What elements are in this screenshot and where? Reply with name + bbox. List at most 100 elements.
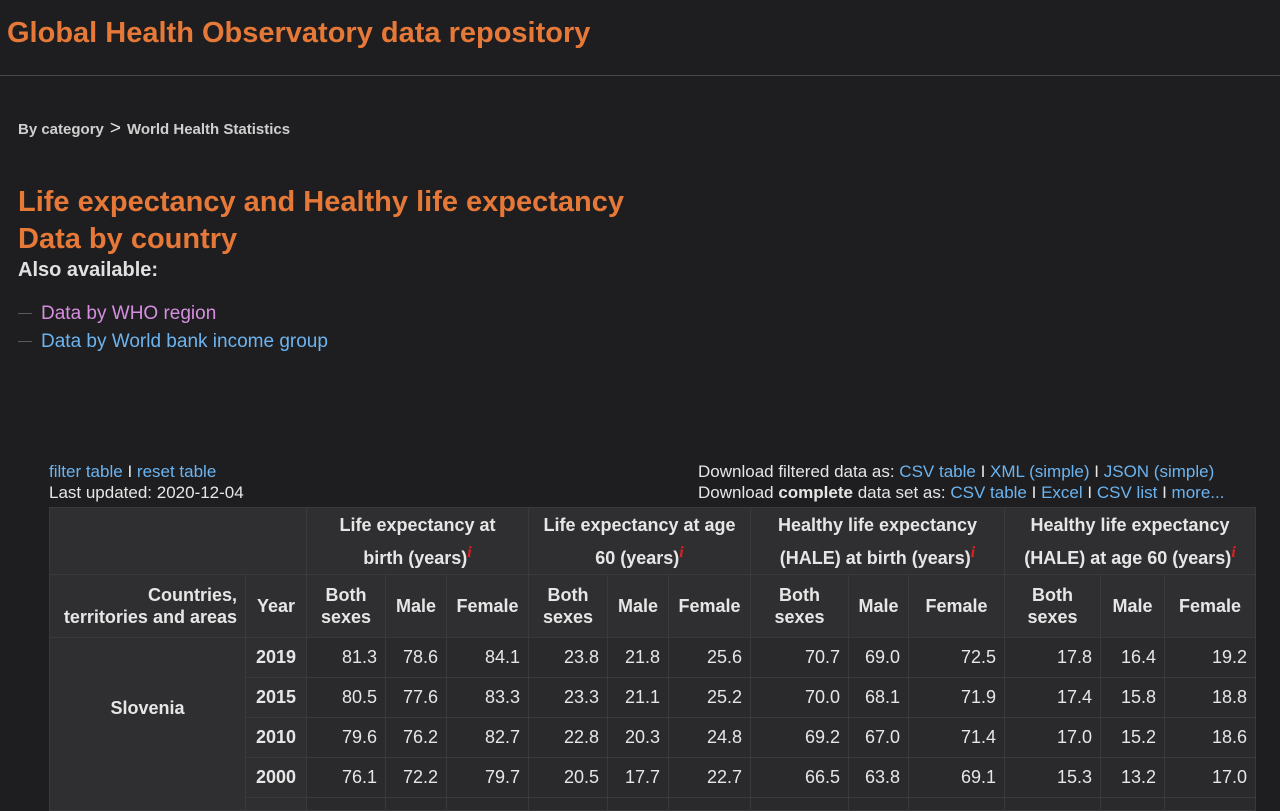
value-cell (1100, 797, 1165, 811)
download-filtered-label: Download filtered data as: (698, 462, 895, 481)
value-cell: 25.6 (668, 637, 751, 678)
download-filtered-xml-link[interactable]: XML (simple) (990, 462, 1090, 481)
separator: I (1031, 483, 1037, 502)
header-label: territories and areas (63, 607, 237, 627)
column-group-label: (HALE) at age 60 (years) (1024, 547, 1232, 568)
value-cell: 23.3 (528, 677, 608, 718)
page-title: Life expectancy and Healthy life expecta… (18, 184, 624, 258)
info-icon[interactable]: i (1231, 543, 1236, 561)
value-cell: 15.8 (1100, 677, 1165, 718)
column-group-hale-60[interactable]: Healthy life expectancy (HALE) at age 60 … (1004, 507, 1256, 575)
column-header-female[interactable]: Female (668, 574, 751, 638)
value-cell: 63.8 (848, 757, 909, 798)
column-group-life-expectancy-60[interactable]: Life expectancy at age 60 (years)i (528, 507, 751, 575)
download-complete-suffix: data set as: (857, 483, 946, 502)
value-cell: 77.6 (385, 677, 447, 718)
info-icon[interactable]: i (467, 543, 472, 561)
download-filtered-csv-link[interactable]: CSV table (899, 462, 976, 481)
value-cell: 70.7 (750, 637, 849, 678)
breadcrumb-by-category[interactable]: By category (18, 121, 104, 138)
info-icon[interactable]: i (970, 543, 976, 561)
site-title[interactable]: Global Health Observatory data repositor… (7, 17, 591, 49)
table-row: Slovenia 2019 81.3 78.6 84.1 23.8 21.8 25.6 70.7… (49, 637, 1256, 811)
column-header-both-sexes[interactable]: Both sexes (528, 574, 608, 638)
value-cell: 82.7 (446, 717, 529, 758)
column-group-label: birth (years) (363, 547, 468, 568)
column-header-female[interactable]: Female (446, 574, 529, 638)
value-cell: 84.1 (446, 637, 529, 678)
column-header-male[interactable]: Male (607, 574, 669, 638)
column-group-label: Life expectancy at (339, 514, 496, 535)
column-group-life-expectancy-birth[interactable]: Life expectancy at birth (years)i (306, 507, 529, 575)
year-cell: 2015 (245, 677, 307, 718)
column-group-label: (HALE) at birth (years) (779, 547, 971, 568)
list-dash-icon (18, 313, 32, 315)
reset-table-link[interactable]: reset table (136, 462, 217, 481)
value-cell: 16.4 (1100, 637, 1165, 678)
value-cell (385, 797, 447, 811)
download-more-link[interactable]: more... (1171, 483, 1225, 502)
header-label: sexes (1027, 607, 1078, 627)
value-cell: 81.3 (306, 637, 386, 678)
value-cell (848, 797, 909, 811)
download-filtered-json-link[interactable]: JSON (simple) (1103, 462, 1215, 481)
column-group-label: Healthy life expectancy (777, 514, 978, 535)
header-label: Both (325, 585, 367, 605)
value-cell: 79.6 (306, 717, 386, 758)
value-cell: 66.5 (750, 757, 849, 798)
column-header-both-sexes[interactable]: Both sexes (1004, 574, 1101, 638)
separator: I (1162, 483, 1167, 502)
column-header-female[interactable]: Female (1164, 574, 1256, 638)
list-dash-icon (18, 341, 32, 343)
value-cell: 24.8 (668, 717, 751, 758)
download-complete-csv-list-link[interactable]: CSV list (1096, 483, 1158, 502)
download-complete-excel-link[interactable]: Excel (1041, 483, 1083, 502)
header-label: sexes (320, 607, 372, 627)
header-label: sexes (774, 607, 825, 627)
column-header-male[interactable]: Male (1100, 574, 1165, 638)
value-cell: 17.7 (607, 757, 669, 798)
header-label: Countries, (147, 585, 237, 605)
column-group-label: Healthy life expectancy (1030, 514, 1230, 535)
value-cell: 21.8 (607, 637, 669, 678)
info-icon[interactable]: i (679, 543, 684, 561)
filter-table-link[interactable]: filter table (49, 462, 123, 481)
column-header-both-sexes[interactable]: Both sexes (306, 574, 386, 638)
column-header-countries[interactable]: Countries, territories and areas (49, 574, 246, 638)
link-data-by-income-group[interactable]: Data by World bank income group (41, 331, 328, 352)
header-label: Both (779, 585, 820, 605)
column-header-male[interactable]: Male (848, 574, 909, 638)
value-cell (1164, 797, 1256, 811)
column-header-year[interactable]: Year (245, 574, 307, 638)
value-cell: 23.8 (528, 637, 608, 678)
value-cell (245, 797, 307, 811)
value-cell: 21.1 (607, 677, 669, 718)
value-cell (446, 797, 529, 811)
value-cell: 83.3 (446, 677, 529, 718)
value-cell: 20.3 (607, 717, 669, 758)
column-group-label: 60 (years) (595, 547, 680, 568)
also-available-label: Also available: (18, 259, 159, 281)
value-cell: 25.2 (668, 677, 751, 718)
value-cell: 17.4 (1004, 677, 1101, 718)
header-label: sexes (542, 607, 594, 627)
value-cell: 20.5 (528, 757, 608, 798)
breadcrumb-separator: > (109, 118, 121, 139)
value-cell: 76.2 (385, 717, 447, 758)
link-data-by-who-region[interactable]: Data by WHO region (41, 303, 217, 324)
column-header-both-sexes[interactable]: Both sexes (750, 574, 849, 638)
value-cell: 22.7 (668, 757, 751, 798)
last-updated: Last updated: 2020-12-04 (49, 483, 244, 502)
column-group-hale-birth[interactable]: Healthy life expectancy (HALE) at birth (… (750, 507, 1005, 575)
column-header-female[interactable]: Female (908, 574, 1005, 638)
value-cell (908, 797, 1005, 811)
value-cell: 13.2 (1100, 757, 1165, 798)
breadcrumb-world-health-statistics[interactable]: World Health Statistics (126, 121, 291, 138)
value-cell: 15.3 (1004, 757, 1101, 798)
column-header-male[interactable]: Male (385, 574, 447, 638)
value-cell: 76.1 (306, 757, 386, 798)
value-cell: 69.2 (750, 717, 849, 758)
download-complete-csv-link[interactable]: CSV table (950, 483, 1027, 502)
value-cell: 72.5 (908, 637, 1005, 678)
table-corner-cell (49, 507, 307, 575)
